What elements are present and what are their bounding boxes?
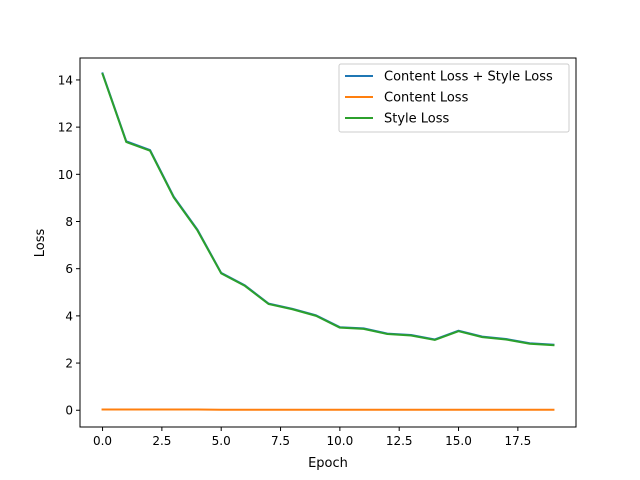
x-tick-label: 5.0	[212, 434, 231, 448]
x-tick-label: 10.0	[327, 434, 354, 448]
y-tick-label: 14	[58, 73, 73, 87]
y-tick-label: 8	[65, 215, 73, 229]
x-tick-label: 12.5	[386, 434, 413, 448]
x-axis-ticks: 0.0 2.5 5.0 7.5 10.0 12.5 15.0 17.5	[93, 427, 531, 448]
plot-lines	[101, 72, 555, 411]
y-axis-label: Loss	[33, 229, 48, 258]
x-tick-label: 17.5	[504, 434, 531, 448]
series-line-2	[101, 72, 555, 347]
x-axis-label: Epoch	[308, 456, 348, 471]
y-tick-label: 6	[65, 262, 73, 276]
x-tick-label: 0.0	[93, 434, 112, 448]
y-axis-ticks: 0 2 4 6 8 10 12 14	[58, 73, 80, 418]
y-tick-label: 4	[65, 309, 73, 323]
legend-label-1: Content Loss	[384, 91, 469, 106]
y-tick-label: 0	[65, 404, 73, 418]
y-tick-label: 10	[58, 168, 73, 182]
legend-label-0: Content Loss + Style Loss	[384, 70, 553, 85]
plot-frame	[79, 57, 577, 428]
legend-box	[338, 63, 570, 133]
x-tick-label: 7.5	[271, 434, 290, 448]
x-tick-label: 15.0	[445, 434, 472, 448]
y-tick-label: 12	[58, 121, 73, 135]
legend-label-2: Style Loss	[384, 112, 450, 127]
y-tick-label: 2	[65, 357, 73, 371]
x-tick-label: 2.5	[152, 434, 171, 448]
legend: Content Loss + Style Loss Content Loss Sty…	[338, 63, 570, 133]
